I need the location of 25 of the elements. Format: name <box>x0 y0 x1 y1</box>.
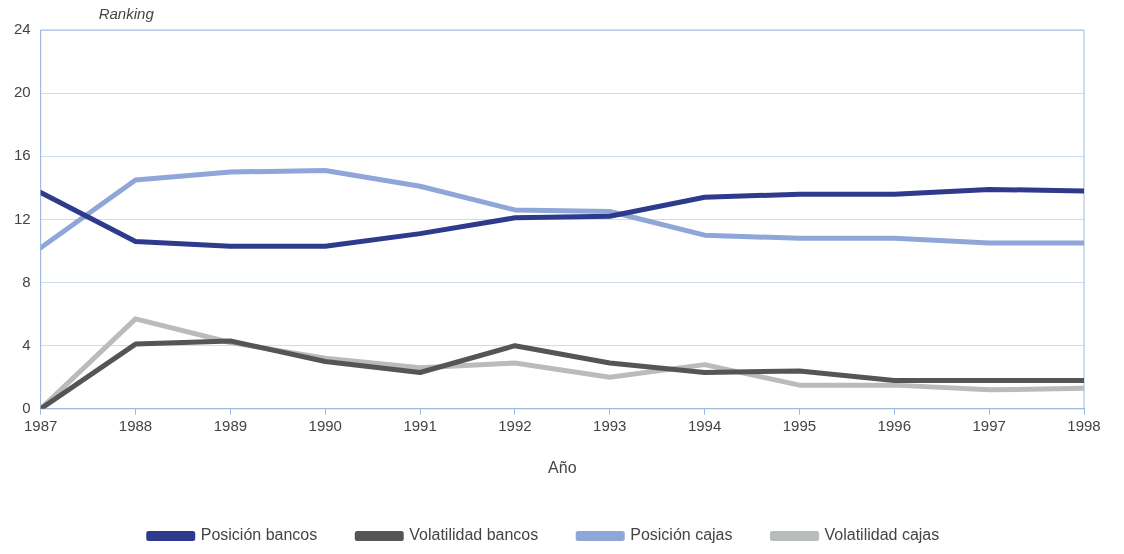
y-tick-label: 4 <box>22 335 31 353</box>
y-tick-label: 16 <box>14 146 31 164</box>
legend-label: Volatilidad bancos <box>409 526 539 544</box>
x-tick-label: 1996 <box>877 416 911 434</box>
x-tick-label: 1987 <box>24 416 58 434</box>
y-tick-label: 20 <box>14 83 31 101</box>
x-axis-title: Año <box>548 458 577 476</box>
x-tick-label: 1998 <box>1067 416 1101 434</box>
x-tick-label: 1991 <box>403 416 437 434</box>
x-tick-label: 1993 <box>593 416 627 434</box>
y-tick-label: 24 <box>14 20 31 38</box>
y-axis-title: Ranking <box>98 4 155 22</box>
x-tick-label: 1990 <box>308 416 342 434</box>
legend-label: Posición cajas <box>630 526 733 544</box>
x-tick-label: 1989 <box>213 416 248 434</box>
legend-label: Posición bancos <box>200 526 318 544</box>
y-tick-label: 8 <box>22 272 31 290</box>
x-tick-label: 1994 <box>687 416 722 434</box>
x-tick-label: 1995 <box>782 416 817 434</box>
x-tick-label: 1992 <box>498 416 532 434</box>
x-tick-label: 1997 <box>972 416 1006 434</box>
x-tick-label: 1988 <box>118 416 153 434</box>
y-tick-label: 12 <box>14 209 31 227</box>
y-tick-label: 0 <box>22 398 31 416</box>
legend-label: Volatilidad cajas <box>824 526 940 544</box>
